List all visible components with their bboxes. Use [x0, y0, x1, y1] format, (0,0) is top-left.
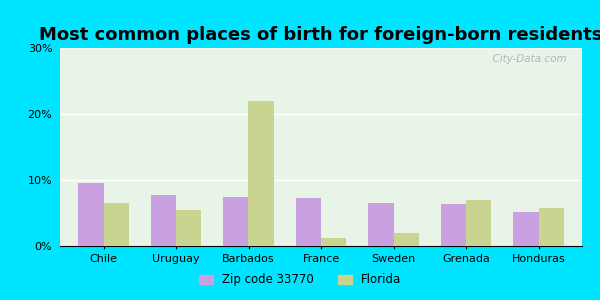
Bar — [466, 200, 491, 246]
Bar — [151, 194, 176, 246]
Bar — [513, 212, 539, 246]
Bar — [296, 199, 321, 246]
Bar — [539, 208, 564, 246]
Bar — [321, 238, 346, 246]
Bar — [368, 203, 394, 246]
Bar — [394, 233, 419, 246]
Bar — [104, 203, 129, 246]
Bar — [78, 183, 104, 246]
Legend: Zip code 33770, Florida: Zip code 33770, Florida — [194, 269, 406, 291]
Bar — [223, 196, 248, 246]
Bar — [440, 204, 466, 246]
Bar — [176, 210, 202, 246]
Title: Most common places of birth for foreign-born residents: Most common places of birth for foreign-… — [40, 26, 600, 44]
Bar — [248, 101, 274, 246]
Text: City-Data.com: City-Data.com — [486, 54, 566, 64]
